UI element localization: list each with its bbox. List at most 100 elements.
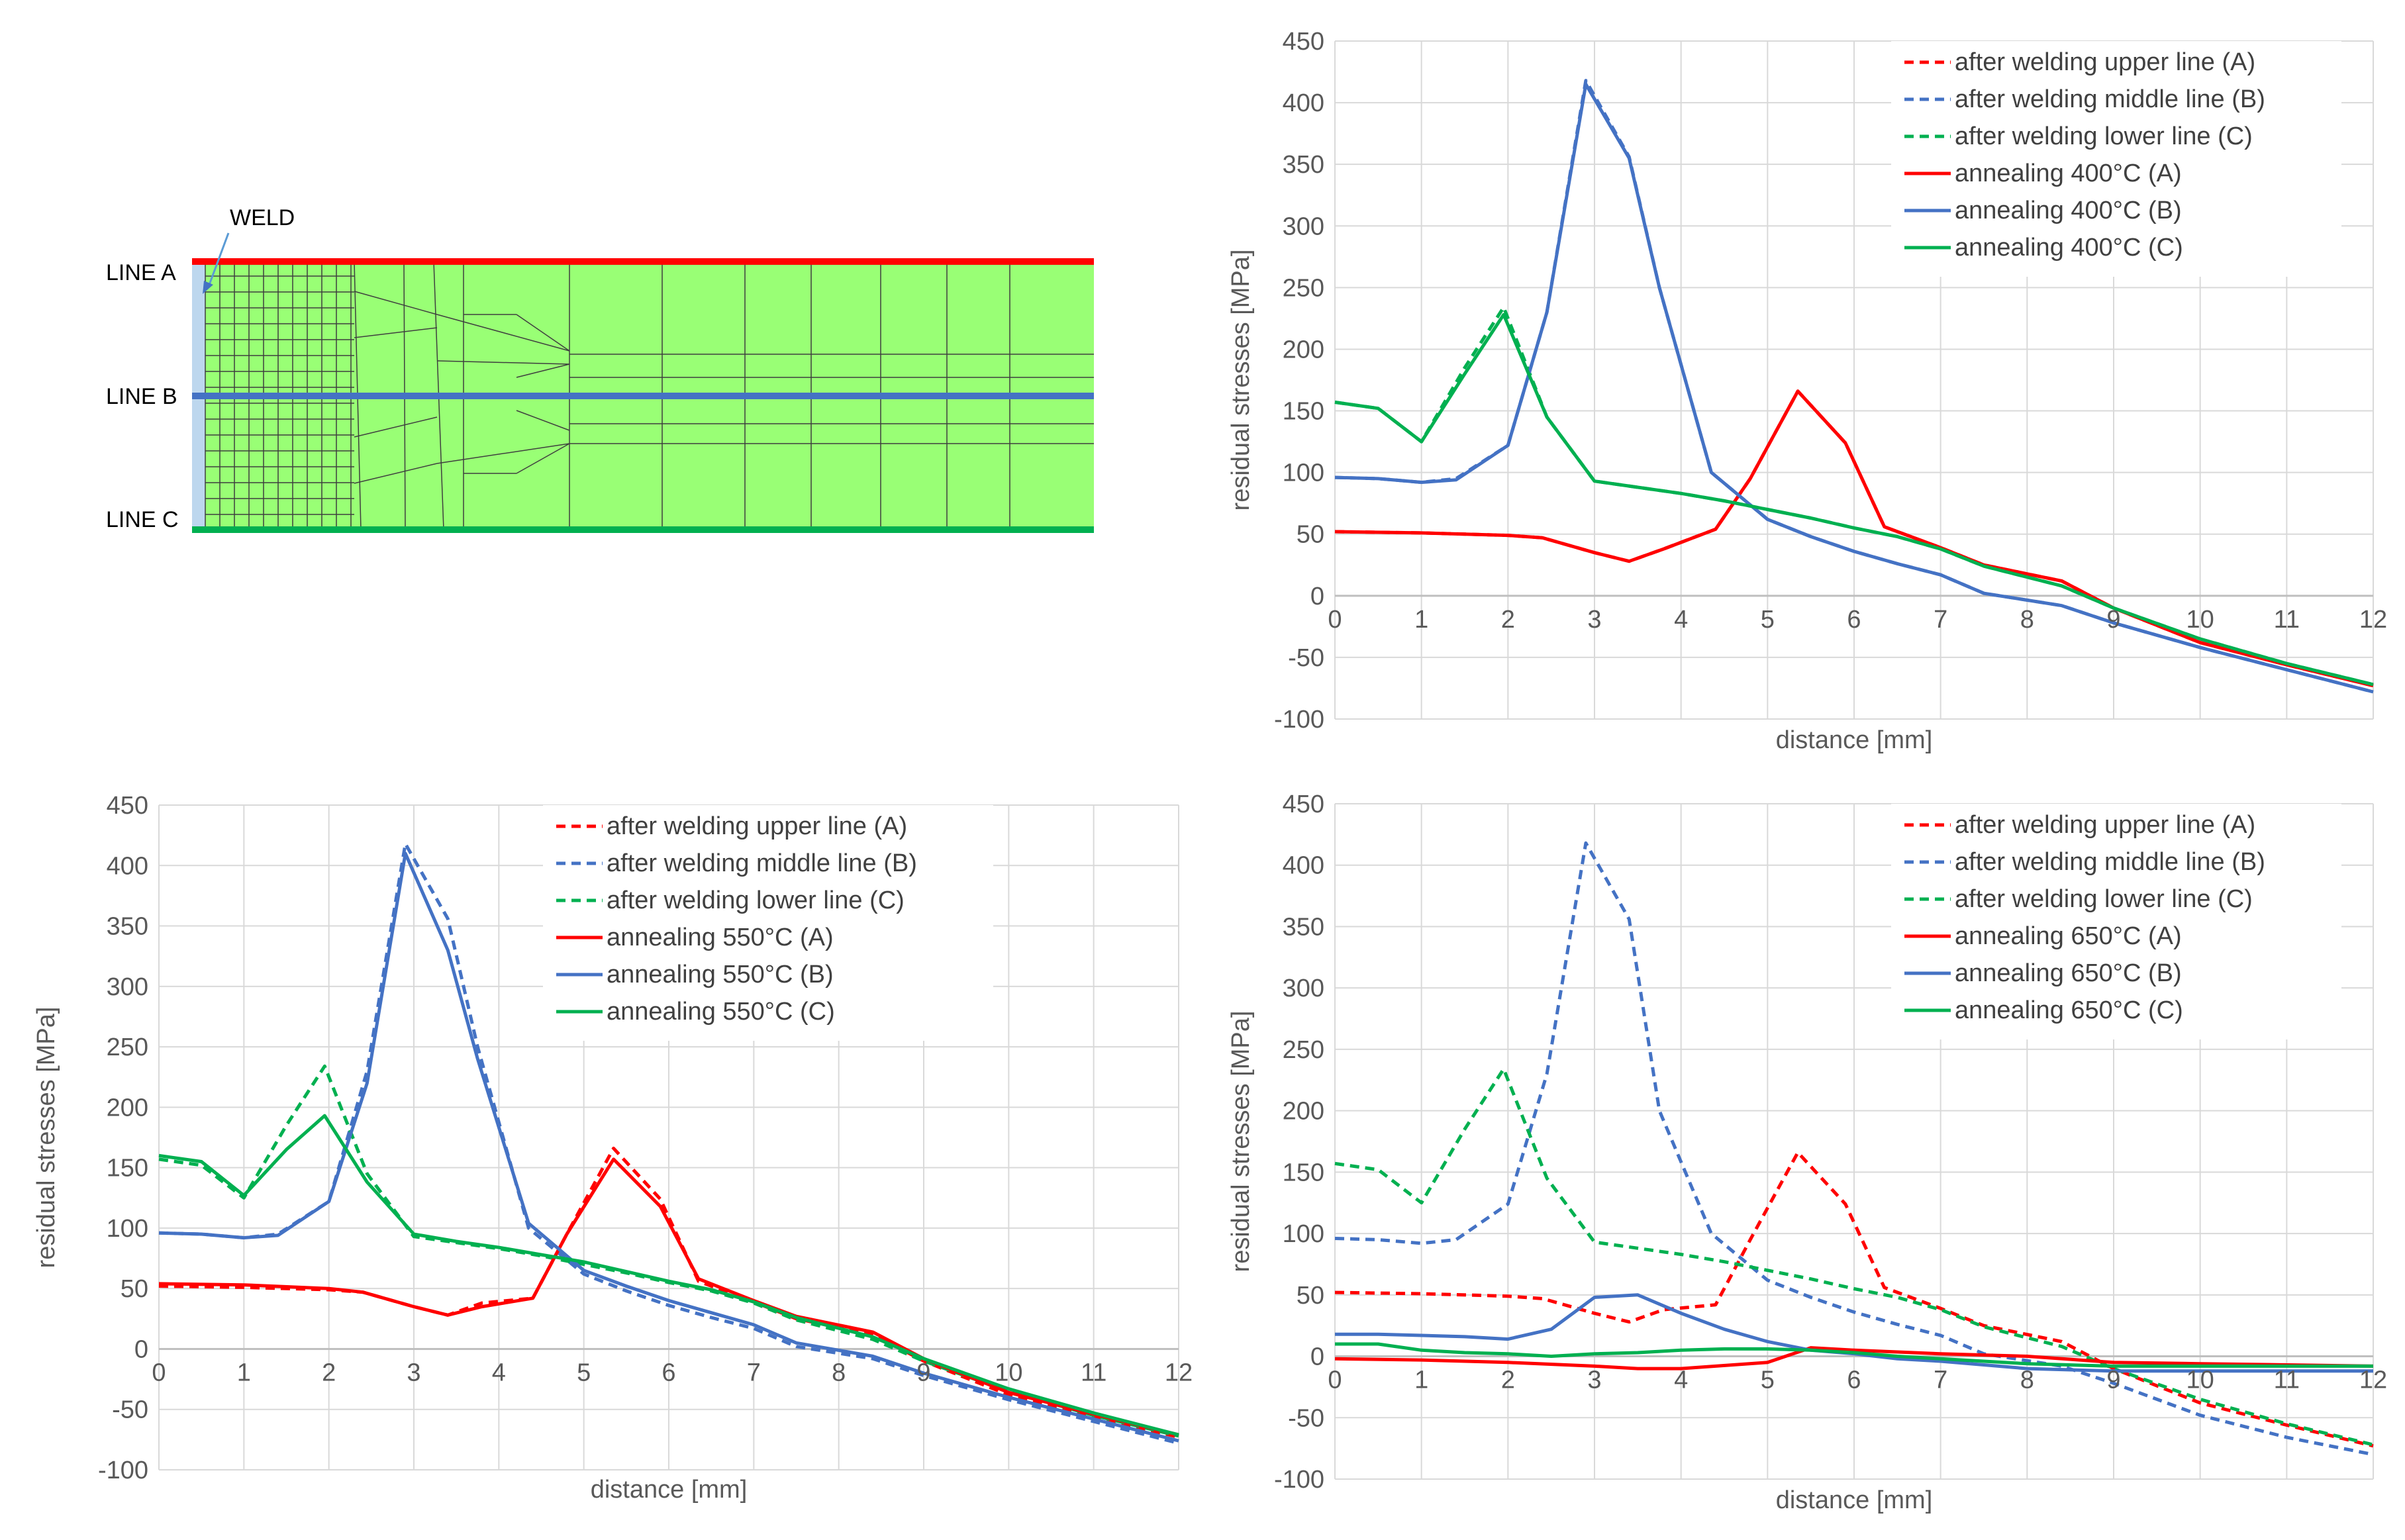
y-tick-label: 400 xyxy=(107,852,148,880)
y-tick-label: -50 xyxy=(112,1396,148,1424)
legend-label: after welding upper line (A) xyxy=(607,812,907,840)
x-tick-label: 8 xyxy=(2020,606,2034,634)
series-line-2 xyxy=(1334,1067,2374,1447)
y-tick-label: -100 xyxy=(1274,706,1324,734)
x-tick-label: 12 xyxy=(2359,606,2387,634)
x-tick-label: 12 xyxy=(2359,1367,2387,1394)
x-tick-label: 0 xyxy=(152,1359,166,1386)
weld-arrow-head-icon xyxy=(203,281,213,294)
x-tick-label: 5 xyxy=(1761,606,1775,634)
weld-label: WELD xyxy=(230,205,295,230)
x-tick-label: 1 xyxy=(237,1359,251,1386)
x-tick-label: 4 xyxy=(1674,1367,1688,1394)
x-tick-label: 10 xyxy=(2186,1367,2214,1394)
y-tick-label: 100 xyxy=(1283,459,1324,487)
x-tick-label: 2 xyxy=(322,1359,336,1386)
line-a-label: LINE A xyxy=(106,260,176,285)
x-tick-label: 1 xyxy=(1414,606,1428,634)
x-axis-label: distance [mm] xyxy=(1776,726,1933,754)
series-line-3 xyxy=(1334,1346,2374,1371)
x-tick-label: 7 xyxy=(747,1359,761,1386)
x-tick-label: 8 xyxy=(832,1359,846,1386)
y-tick-label: -50 xyxy=(1288,644,1324,672)
legend-label: after welding middle line (B) xyxy=(1955,85,2265,113)
y-tick-label: 350 xyxy=(107,913,148,941)
y-tick-label: 450 xyxy=(1283,791,1324,818)
legend-label: annealing 650°C (B) xyxy=(1955,959,2182,987)
y-tick-label: 300 xyxy=(1283,213,1324,240)
series-line-1 xyxy=(1334,841,2374,1457)
y-tick-label: 450 xyxy=(1283,28,1324,56)
y-tick-label: 350 xyxy=(1283,151,1324,179)
legend-label: annealing 650°C (C) xyxy=(1955,996,2183,1024)
series-line-5 xyxy=(158,1114,1179,1437)
y-tick-label: 0 xyxy=(1310,583,1324,610)
x-tick-label: 5 xyxy=(1761,1367,1775,1394)
x-tick-label: 9 xyxy=(2106,606,2120,634)
x-tick-label: 11 xyxy=(2274,606,2300,634)
x-tick-label: 9 xyxy=(2106,1367,2120,1394)
x-tick-label: 8 xyxy=(2020,1367,2034,1394)
series-line-0 xyxy=(1334,1151,2374,1448)
y-tick-label: 0 xyxy=(134,1335,148,1363)
y-tick-label: 150 xyxy=(107,1155,148,1182)
y-axis-label: residual stresses [MPa] xyxy=(1227,1011,1255,1273)
y-tick-label: 0 xyxy=(1310,1343,1324,1371)
x-tick-label: 5 xyxy=(577,1359,591,1386)
y-tick-label: 400 xyxy=(1283,89,1324,117)
y-tick-label: 50 xyxy=(1297,1282,1324,1310)
y-tick-label: 150 xyxy=(1283,1159,1324,1186)
y-tick-label: 300 xyxy=(107,973,148,1001)
line-c-label: LINE C xyxy=(106,507,179,532)
y-tick-label: 400 xyxy=(1283,852,1324,880)
y-tick-label: 250 xyxy=(1283,274,1324,302)
legend-background xyxy=(1891,804,2341,1039)
legend-label: after welding middle line (B) xyxy=(607,849,917,877)
x-tick-label: 10 xyxy=(995,1359,1022,1386)
legend-label: after welding lower line (C) xyxy=(1955,885,2253,913)
legend-background xyxy=(1891,41,2341,277)
x-tick-label: 7 xyxy=(1934,1367,1947,1394)
legend-label: after welding upper line (A) xyxy=(1955,811,2255,839)
series-line-2 xyxy=(158,1064,1179,1438)
x-tick-label: 7 xyxy=(1934,606,1947,634)
legend-label: annealing 550°C (C) xyxy=(607,998,835,1026)
legend-label: annealing 550°C (A) xyxy=(607,924,834,951)
y-tick-label: -50 xyxy=(1288,1404,1324,1432)
y-tick-label: 350 xyxy=(1283,913,1324,941)
y-tick-label: 200 xyxy=(1283,1098,1324,1126)
y-tick-label: 50 xyxy=(121,1275,148,1303)
x-tick-label: 4 xyxy=(1674,606,1688,634)
mesh-group xyxy=(192,258,1094,533)
y-tick-label: 200 xyxy=(107,1094,148,1122)
y-tick-label: 300 xyxy=(1283,975,1324,1002)
legend-label: annealing 400°C (A) xyxy=(1955,160,2182,187)
y-tick-label: 250 xyxy=(107,1034,148,1061)
x-axis-label: distance [mm] xyxy=(591,1476,748,1504)
legend-label: after welding lower line (C) xyxy=(607,887,905,914)
legend: after welding upper line (A) after weldin… xyxy=(1891,804,2341,1039)
x-tick-label: 6 xyxy=(1847,606,1861,634)
x-tick-label: 3 xyxy=(1587,606,1601,634)
x-tick-label: 9 xyxy=(916,1359,930,1386)
x-tick-label: 4 xyxy=(492,1359,506,1386)
series-line-5 xyxy=(1335,1342,2373,1368)
y-tick-label: 200 xyxy=(1283,336,1324,363)
y-tick-label: 450 xyxy=(107,792,148,820)
x-tick-label: 11 xyxy=(1081,1359,1106,1386)
y-axis-label: residual stresses [MPa] xyxy=(1227,250,1255,511)
legend-label: after welding upper line (A) xyxy=(1955,48,2255,76)
series-line-4 xyxy=(1335,1293,2373,1373)
y-tick-label: 150 xyxy=(1283,398,1324,426)
x-axis-label: distance [mm] xyxy=(1776,1486,1933,1514)
legend: after welding upper line (A) after weldin… xyxy=(1891,41,2341,277)
series-line-5 xyxy=(1334,313,2374,687)
x-tick-label: 3 xyxy=(1587,1367,1601,1394)
y-tick-label: 50 xyxy=(1297,521,1324,549)
legend: after welding upper line (A) after weldin… xyxy=(543,805,993,1041)
line-b-label: LINE B xyxy=(106,384,177,409)
weld-mesh-diagram: WELD LINE A LINE B LINE C xyxy=(106,205,1094,533)
x-tick-label: 1 xyxy=(1414,1367,1428,1394)
